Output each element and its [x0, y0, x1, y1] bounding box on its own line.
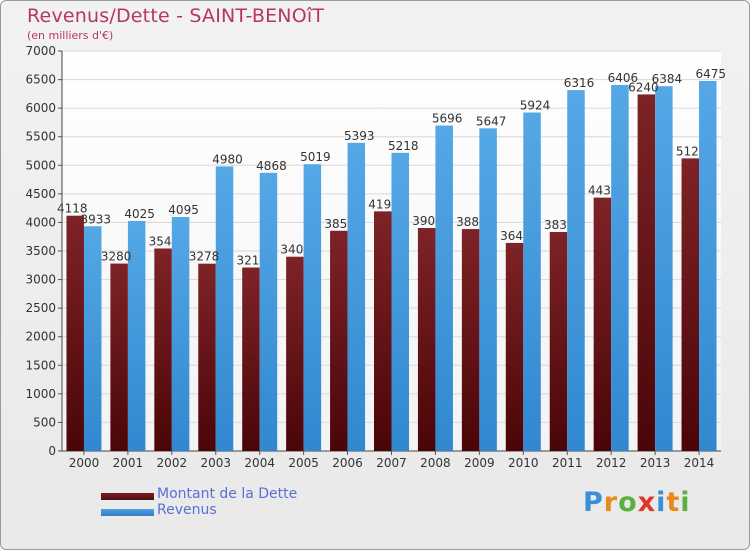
chart-title: Revenus/Dette - SAINT-BENOîT — [27, 5, 325, 27]
bar-dette — [681, 158, 700, 451]
y-tick-label: 6000 — [25, 101, 56, 115]
bar-dette — [549, 232, 568, 451]
bar-dette — [198, 263, 216, 451]
bar-dette — [330, 230, 348, 451]
data-label-dette: 383 — [544, 218, 567, 232]
y-tick-label: 5500 — [25, 130, 56, 144]
y-tick-label: 5000 — [25, 158, 56, 172]
y-tick-label: 3500 — [25, 244, 56, 258]
bar-dette — [66, 215, 84, 451]
bar-revenus — [567, 90, 585, 451]
bar-dette — [110, 263, 128, 451]
bar-revenus — [215, 166, 234, 451]
y-tick-label: 2000 — [25, 330, 56, 344]
x-tick-label: 2001 — [113, 456, 144, 470]
bar-dette — [417, 228, 436, 451]
legend-label-dette: Montant de la Dette — [157, 486, 298, 502]
data-label-revenus: 6406 — [608, 71, 639, 85]
bar-revenus — [699, 81, 717, 451]
legend-swatch-revenus — [101, 509, 154, 516]
y-tick-label: 1000 — [25, 387, 56, 401]
proxiti-logo: Proxiti — [583, 487, 691, 518]
data-label-revenus: 3933 — [80, 212, 111, 226]
chart-subtitle: (en milliers d'€) — [27, 29, 114, 42]
legend-label-revenus: Revenus — [157, 502, 217, 518]
x-tick-label: 2012 — [596, 456, 627, 470]
data-label-revenus: 5647 — [476, 114, 507, 128]
y-tick-label: 6500 — [25, 73, 56, 87]
x-tick-label: 2003 — [200, 456, 231, 470]
y-tick-label: 4500 — [25, 187, 56, 201]
x-tick-label: 2004 — [244, 456, 275, 470]
data-label-revenus: 4025 — [124, 207, 155, 221]
bar-revenus — [347, 142, 366, 452]
data-label-revenus: 4095 — [168, 203, 199, 217]
bar-dette — [461, 229, 480, 451]
data-label-revenus: 5393 — [344, 129, 375, 143]
x-tick-label: 2008 — [420, 456, 451, 470]
data-label-dette: 4118 — [57, 202, 88, 216]
y-tick-label: 4000 — [25, 215, 56, 229]
data-label-dette: 390 — [412, 214, 435, 228]
data-label-revenus: 5696 — [432, 112, 463, 126]
y-tick-label: 0 — [48, 444, 56, 458]
bar-revenus — [479, 128, 497, 452]
bar-revenus — [435, 125, 453, 451]
bar-revenus — [391, 152, 409, 452]
data-label-revenus: 6316 — [564, 76, 595, 90]
y-tick-label: 7000 — [25, 44, 56, 58]
data-label-dette: 385 — [324, 217, 347, 231]
data-label-revenus: 6384 — [652, 72, 683, 86]
x-tick-label: 2006 — [332, 456, 363, 470]
data-label-dette: 443 — [588, 184, 611, 198]
data-label-dette: 321 — [236, 254, 259, 268]
data-label-dette: 354 — [149, 234, 172, 248]
y-tick-label: 1500 — [25, 358, 56, 372]
bar-dette — [374, 211, 392, 451]
bar-dette — [286, 256, 304, 451]
data-label-dette: 512 — [676, 144, 699, 158]
data-label-revenus: 4980 — [212, 152, 243, 166]
x-tick-label: 2000 — [69, 456, 100, 470]
data-label-dette: 388 — [456, 215, 479, 229]
x-tick-label: 2010 — [508, 456, 539, 470]
x-tick-label: 2005 — [288, 456, 319, 470]
data-label-revenus: 5019 — [300, 150, 331, 164]
bar-revenus — [171, 217, 190, 451]
x-tick-label: 2007 — [376, 456, 407, 470]
bar-revenus — [259, 172, 278, 452]
x-tick-label: 2002 — [157, 456, 188, 470]
y-tick-label: 500 — [33, 415, 56, 429]
data-label-revenus: 6475 — [696, 67, 727, 81]
x-tick-label: 2013 — [640, 456, 671, 470]
bar-revenus — [523, 112, 541, 451]
bar-dette — [505, 242, 524, 451]
bar-dette — [242, 267, 260, 451]
bar-revenus — [83, 226, 102, 451]
data-label-dette: 3278 — [189, 250, 220, 264]
x-tick-label: 2011 — [552, 456, 583, 470]
data-label-dette: 6240 — [628, 80, 659, 94]
bar-revenus — [303, 164, 322, 451]
x-tick-label: 2014 — [684, 456, 715, 470]
bar-dette — [154, 248, 172, 451]
y-tick-label: 2500 — [25, 301, 56, 315]
bar-dette — [593, 197, 612, 451]
data-label-dette: 340 — [280, 243, 303, 257]
data-label-revenus: 4868 — [256, 159, 287, 173]
data-label-revenus: 5218 — [388, 139, 419, 153]
y-tick-label: 3000 — [25, 273, 56, 287]
data-label-revenus: 5924 — [520, 98, 551, 112]
data-label-dette: 364 — [500, 229, 523, 243]
bar-revenus — [127, 221, 146, 451]
data-label-dette: 3280 — [101, 250, 132, 264]
bar-dette — [637, 94, 656, 451]
bar-revenus — [611, 84, 629, 451]
x-tick-label: 2009 — [464, 456, 495, 470]
bar-revenus — [655, 86, 673, 451]
data-label-dette: 419 — [368, 197, 391, 211]
legend-swatch-dette — [101, 493, 154, 500]
